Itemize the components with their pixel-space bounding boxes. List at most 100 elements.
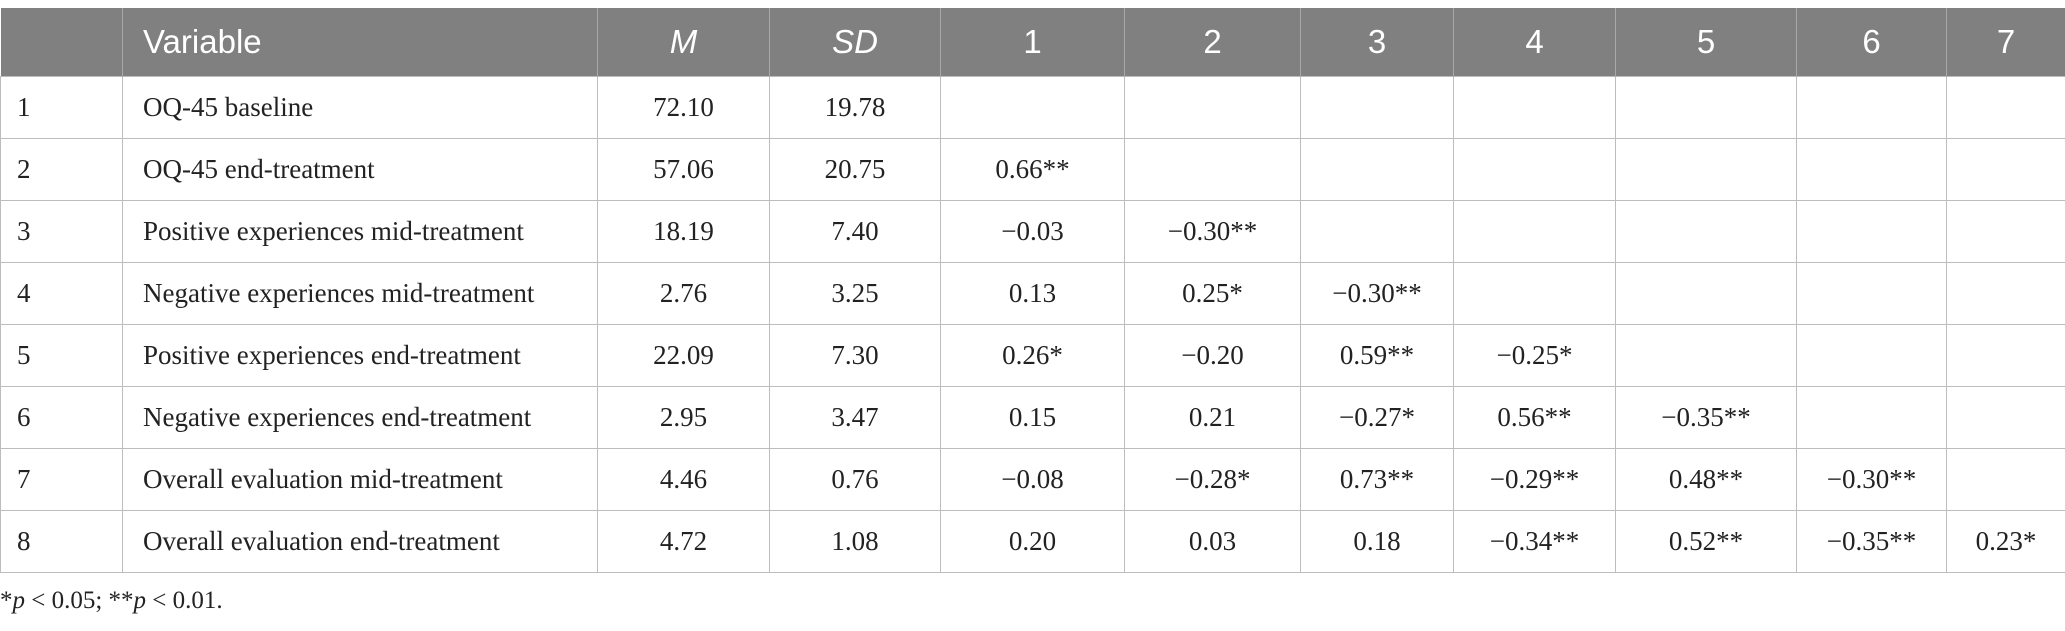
- cell-corr-2: 0.25*: [1124, 262, 1301, 325]
- row-mean: 4.46: [597, 448, 770, 511]
- cell-corr-7: 0.23*: [1946, 510, 2065, 573]
- cell-corr-7: [1946, 138, 2065, 201]
- row-index: 7: [0, 448, 123, 511]
- cell-corr-3: −0.30**: [1300, 262, 1454, 325]
- table-row: 2 OQ-45 end-treatment 57.06 20.75 0.66**: [0, 138, 2065, 201]
- table-row: 8 Overall evaluation end-treatment 4.72 …: [0, 510, 2065, 573]
- cell-corr-6: [1796, 386, 1947, 449]
- table-row: 5 Positive experiences end-treatment 22.…: [0, 324, 2065, 387]
- row-sd: 7.30: [769, 324, 941, 387]
- cell-corr-6: [1796, 262, 1947, 325]
- cell-corr-2: [1124, 138, 1301, 201]
- cell-corr-2: −0.28*: [1124, 448, 1301, 511]
- cell-corr-4: −0.34**: [1453, 510, 1616, 573]
- header-col-2: 2: [1124, 8, 1301, 77]
- row-mean: 2.95: [597, 386, 770, 449]
- header-col-7: 7: [1946, 8, 2065, 77]
- header-mean: M: [597, 8, 770, 77]
- table-row: 4 Negative experiences mid-treatment 2.7…: [0, 262, 2065, 325]
- footnote-p-symbol: p: [133, 587, 147, 614]
- cell-corr-5: [1615, 262, 1797, 325]
- cell-corr-7: [1946, 448, 2065, 511]
- row-mean: 22.09: [597, 324, 770, 387]
- cell-corr-1: 0.66**: [940, 138, 1125, 201]
- cell-corr-5: 0.48**: [1615, 448, 1797, 511]
- row-variable: Negative experiences mid-treatment: [122, 262, 598, 325]
- cell-corr-4: [1453, 138, 1616, 201]
- cell-corr-6: [1796, 200, 1947, 263]
- row-variable: Positive experiences mid-treatment: [122, 200, 598, 263]
- cell-corr-2: 0.21: [1124, 386, 1301, 449]
- row-sd: 3.47: [769, 386, 941, 449]
- cell-corr-1: −0.03: [940, 200, 1125, 263]
- header-col-5: 5: [1615, 8, 1797, 77]
- cell-corr-4: [1453, 200, 1616, 263]
- cell-corr-5: [1615, 138, 1797, 201]
- cell-corr-5: 0.52**: [1615, 510, 1797, 573]
- cell-corr-1: [940, 76, 1125, 139]
- cell-corr-1: 0.13: [940, 262, 1125, 325]
- cell-corr-1: 0.26*: [940, 324, 1125, 387]
- cell-corr-5: [1615, 324, 1797, 387]
- cell-corr-4: 0.56**: [1453, 386, 1616, 449]
- cell-corr-7: [1946, 324, 2065, 387]
- cell-corr-3: 0.73**: [1300, 448, 1454, 511]
- header-col-1: 1: [940, 8, 1125, 77]
- cell-corr-7: [1946, 262, 2065, 325]
- cell-corr-6: [1796, 76, 1947, 139]
- footnote-text-2: < 0.01.: [146, 587, 223, 614]
- row-index: 1: [0, 76, 123, 139]
- cell-corr-2: 0.03: [1124, 510, 1301, 573]
- cell-corr-6: −0.30**: [1796, 448, 1947, 511]
- row-variable: OQ-45 end-treatment: [122, 138, 598, 201]
- cell-corr-6: [1796, 324, 1947, 387]
- cell-corr-3: [1300, 76, 1454, 139]
- table-row: 1 OQ-45 baseline 72.10 19.78: [0, 76, 2065, 139]
- row-variable: Positive experiences end-treatment: [122, 324, 598, 387]
- cell-corr-3: 0.18: [1300, 510, 1454, 573]
- row-variable: Overall evaluation end-treatment: [122, 510, 598, 573]
- cell-corr-4: −0.29**: [1453, 448, 1616, 511]
- table-footnote: *p < 0.05; **p < 0.01.: [0, 587, 223, 615]
- cell-corr-4: [1453, 262, 1616, 325]
- row-sd: 3.25: [769, 262, 941, 325]
- cell-corr-2: −0.20: [1124, 324, 1301, 387]
- cell-corr-3: 0.59**: [1300, 324, 1454, 387]
- row-mean: 18.19: [597, 200, 770, 263]
- row-mean: 72.10: [597, 76, 770, 139]
- row-sd: 20.75: [769, 138, 941, 201]
- row-mean: 57.06: [597, 138, 770, 201]
- row-index: 5: [0, 324, 123, 387]
- row-index: 4: [0, 262, 123, 325]
- footnote-text-1: < 0.05; **: [25, 587, 134, 614]
- header-col-6: 6: [1796, 8, 1947, 77]
- cell-corr-7: [1946, 386, 2065, 449]
- header-index: [0, 8, 123, 77]
- footnote-p-symbol: p: [12, 587, 26, 614]
- cell-corr-7: [1946, 76, 2065, 139]
- cell-corr-3: [1300, 138, 1454, 201]
- cell-corr-3: [1300, 200, 1454, 263]
- row-sd: 7.40: [769, 200, 941, 263]
- header-col-4: 4: [1453, 8, 1616, 77]
- table-row: 7 Overall evaluation mid-treatment 4.46 …: [0, 448, 2065, 511]
- row-mean: 2.76: [597, 262, 770, 325]
- header-sd: SD: [769, 8, 941, 77]
- correlation-table: Variable M SD 1 2 3 4 5 6 7 1 OQ-45 base…: [0, 8, 2065, 573]
- cell-corr-5: −0.35**: [1615, 386, 1797, 449]
- cell-corr-1: 0.20: [940, 510, 1125, 573]
- row-index: 2: [0, 138, 123, 201]
- row-sd: 1.08: [769, 510, 941, 573]
- cell-corr-6: [1796, 138, 1947, 201]
- cell-corr-1: 0.15: [940, 386, 1125, 449]
- row-index: 6: [0, 386, 123, 449]
- row-index: 3: [0, 200, 123, 263]
- cell-corr-3: −0.27*: [1300, 386, 1454, 449]
- table-row: 3 Positive experiences mid-treatment 18.…: [0, 200, 2065, 263]
- table-row: 6 Negative experiences end-treatment 2.9…: [0, 386, 2065, 449]
- cell-corr-2: −0.30**: [1124, 200, 1301, 263]
- header-variable: Variable: [122, 8, 598, 77]
- cell-corr-2: [1124, 76, 1301, 139]
- cell-corr-4: −0.25*: [1453, 324, 1616, 387]
- cell-corr-7: [1946, 200, 2065, 263]
